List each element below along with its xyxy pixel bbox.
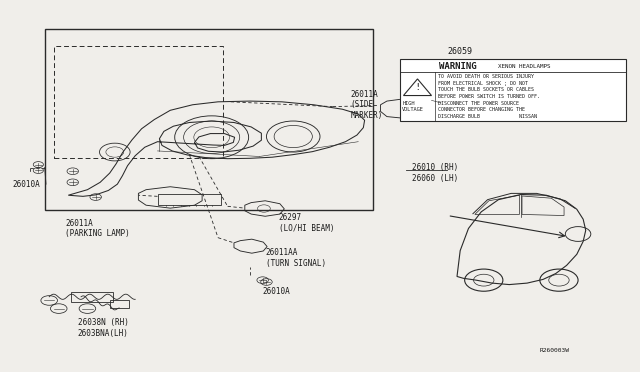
- Text: FROM ELECTRICAL SHOCK ; DO NOT: FROM ELECTRICAL SHOCK ; DO NOT: [438, 81, 528, 86]
- Text: 26011A
(PARKING LAMP): 26011A (PARKING LAMP): [65, 219, 130, 238]
- Bar: [399, 59, 626, 121]
- Text: 26011A
(SIDE
MARKER): 26011A (SIDE MARKER): [351, 90, 383, 120]
- Bar: [109, 300, 129, 308]
- Text: WARNING: WARNING: [439, 62, 477, 71]
- Text: DISCHARGE BULB             NISSAN: DISCHARGE BULB NISSAN: [438, 114, 537, 119]
- Text: 26011AA
(TURN SIGNAL): 26011AA (TURN SIGNAL): [266, 248, 326, 268]
- Text: 26010A: 26010A: [13, 180, 40, 189]
- Text: DISCONNECT THE POWER SOURCE: DISCONNECT THE POWER SOURCE: [438, 101, 519, 106]
- Text: 26010 (RH)
26060 (LH): 26010 (RH) 26060 (LH): [412, 163, 459, 183]
- Text: R260003W: R260003W: [540, 348, 570, 353]
- Text: XENON HEADLAMPS: XENON HEADLAMPS: [499, 64, 551, 69]
- Text: 26297
(LO/HI BEAM): 26297 (LO/HI BEAM): [278, 213, 334, 232]
- Text: 26059: 26059: [447, 47, 472, 56]
- Text: !: !: [415, 83, 420, 92]
- Text: 26038N (RH)
2603BNA(LH): 26038N (RH) 2603BNA(LH): [78, 318, 129, 338]
- Text: TO AVOID DEATH OR SERIOUS INJURY: TO AVOID DEATH OR SERIOUS INJURY: [438, 74, 534, 79]
- Bar: [157, 194, 221, 205]
- Text: HIGH
VOLTAGE: HIGH VOLTAGE: [402, 101, 424, 112]
- Bar: [72, 292, 113, 302]
- Bar: [45, 29, 373, 210]
- Text: CONNECTOR BEFORE CHANGING THE: CONNECTOR BEFORE CHANGING THE: [438, 108, 525, 112]
- Bar: [54, 46, 223, 158]
- Text: TOUCH THE BULB SOCKETS OR CABLES: TOUCH THE BULB SOCKETS OR CABLES: [438, 87, 534, 92]
- Text: BEFORE POWER SWITCH IS TURNED OFF.: BEFORE POWER SWITCH IS TURNED OFF.: [438, 94, 540, 99]
- Text: 26010A: 26010A: [262, 287, 291, 296]
